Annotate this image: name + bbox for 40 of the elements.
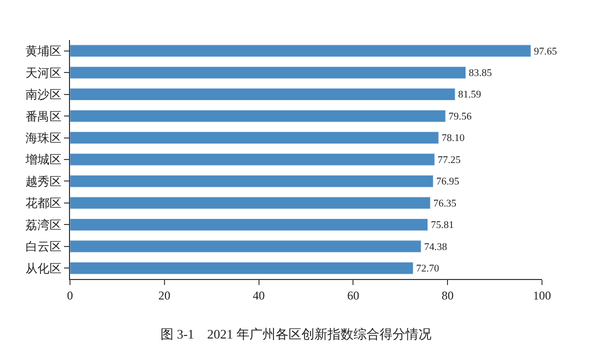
bar bbox=[70, 262, 414, 274]
data-label: 76.95 bbox=[436, 176, 460, 188]
data-label: 72.70 bbox=[416, 264, 440, 275]
x-tick-label: 20 bbox=[158, 288, 170, 302]
text: 图 3-1 2021 年广州各区创新指数综合得分情况 bbox=[160, 326, 432, 342]
x-tick-label: 100 bbox=[533, 288, 551, 302]
data-label: 74.38 bbox=[424, 242, 448, 253]
x-tick-label: 0 bbox=[67, 288, 73, 302]
bar bbox=[70, 196, 431, 210]
data-label: 78.10 bbox=[442, 133, 465, 144]
y-tick-label: 番禺区 bbox=[26, 109, 62, 124]
y-tick-label: 白云区 bbox=[26, 240, 62, 254]
x-tick-label: 80 bbox=[442, 288, 454, 302]
bar bbox=[70, 153, 435, 166]
y-tick-label: 越秀区 bbox=[26, 174, 62, 188]
bar bbox=[70, 240, 422, 253]
bar bbox=[70, 110, 446, 122]
y-tick-label: 南沙区 bbox=[26, 88, 62, 102]
y-tick-label: 增城区 bbox=[24, 152, 62, 167]
x-tick-label: 40 bbox=[252, 288, 265, 302]
y-tick-label: 海珠区 bbox=[26, 130, 62, 145]
data-label: 97.65 bbox=[534, 46, 557, 58]
data-label: 75.81 bbox=[430, 220, 454, 232]
data-label: 76.35 bbox=[433, 198, 456, 210]
data-label: 79.56 bbox=[448, 111, 472, 122]
y-tick-label: 从化区 bbox=[26, 261, 62, 276]
bar bbox=[70, 66, 466, 79]
bar bbox=[70, 175, 434, 188]
data-label: 77.25 bbox=[438, 154, 461, 166]
y-tick-label: 花都区 bbox=[26, 196, 62, 210]
bar bbox=[70, 132, 439, 144]
x-tick-label: 60 bbox=[347, 288, 360, 302]
bar bbox=[70, 88, 456, 101]
bar bbox=[70, 44, 532, 58]
y-tick-label: 黄埔区 bbox=[26, 44, 62, 58]
y-tick-label: 荔湾区 bbox=[26, 218, 62, 232]
data-label: 81.59 bbox=[458, 90, 482, 101]
data-label: 83.85 bbox=[468, 68, 492, 80]
bar bbox=[70, 218, 428, 231]
y-tick-label: 天河区 bbox=[26, 66, 62, 80]
